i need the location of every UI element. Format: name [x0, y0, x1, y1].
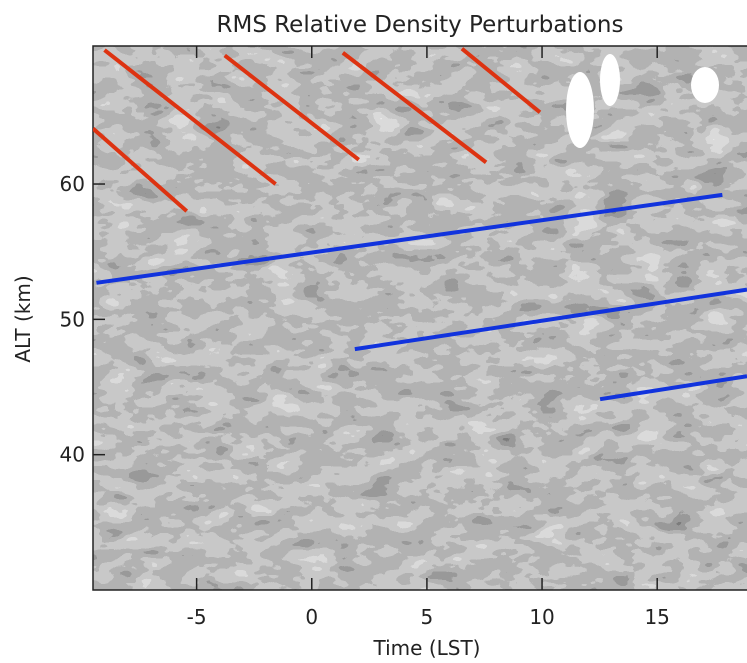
- x-tick-label: 15: [644, 605, 669, 629]
- y-axis-title: ALT (km): [11, 275, 35, 362]
- x-axis-title: Time (LST): [373, 636, 481, 660]
- trend-line: [599, 374, 747, 402]
- trend-line: [103, 48, 277, 186]
- plot-frame: [92, 45, 747, 591]
- y-tick-label: 40: [60, 443, 85, 467]
- bright-patch: [691, 67, 719, 103]
- y-tick-label: 50: [60, 307, 85, 331]
- chart-title: RMS Relative Density Perturbations: [217, 12, 624, 38]
- y-tick-label: 60: [60, 172, 85, 196]
- trend-line: [341, 51, 488, 164]
- x-tick-label: 5: [421, 605, 434, 629]
- trend-line: [93, 127, 189, 213]
- bright-patch: [600, 54, 620, 106]
- contour-fill: [93, 46, 747, 590]
- x-tick-label: 10: [529, 605, 554, 629]
- x-tick-label: 0: [305, 605, 318, 629]
- contour-field: [93, 46, 747, 590]
- trend-line: [96, 192, 723, 285]
- trend-line: [354, 287, 747, 352]
- trend-line: [460, 47, 542, 114]
- x-tick-label: -5: [187, 605, 207, 629]
- trend-line: [223, 53, 360, 162]
- bright-patch: [566, 72, 594, 148]
